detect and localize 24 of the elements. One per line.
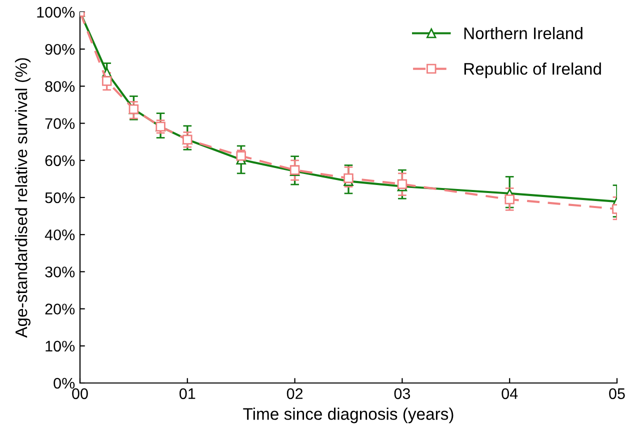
x-tick-label: 01 bbox=[180, 388, 196, 400]
point bbox=[504, 194, 514, 204]
y-tick-label: 60% bbox=[45, 155, 75, 166]
y-tick-label: 20% bbox=[45, 304, 75, 314]
y-tick-label: 70% bbox=[45, 118, 75, 129]
x-tick-label: 04 bbox=[502, 388, 518, 400]
x-tick-label: 00 bbox=[72, 388, 88, 400]
x-tick-label: 02 bbox=[286, 388, 303, 400]
y-axis-title: Age-standardised relative survival (%) bbox=[14, 58, 31, 338]
y-tick-label: 40% bbox=[44, 229, 75, 240]
legend-label: Republic of Ireland bbox=[464, 62, 601, 78]
legend-label: Northern Ireland bbox=[464, 27, 582, 40]
y-tick-label: 50% bbox=[45, 192, 75, 204]
point bbox=[102, 76, 112, 86]
y-tick-label: 10% bbox=[46, 340, 75, 352]
x-tick-label: 05 bbox=[609, 388, 625, 400]
y-tick-label: 0% bbox=[54, 378, 75, 389]
y-tick-label: 80% bbox=[45, 81, 75, 92]
y-tick-label: 90% bbox=[45, 44, 75, 55]
point bbox=[344, 173, 354, 184]
y-tick-label: 100% bbox=[37, 6, 75, 18]
y-tick-label: 30% bbox=[45, 266, 75, 278]
x-axis-title: Time since diagnosis (years) bbox=[243, 408, 454, 424]
x-tick-label: 03 bbox=[394, 388, 410, 400]
